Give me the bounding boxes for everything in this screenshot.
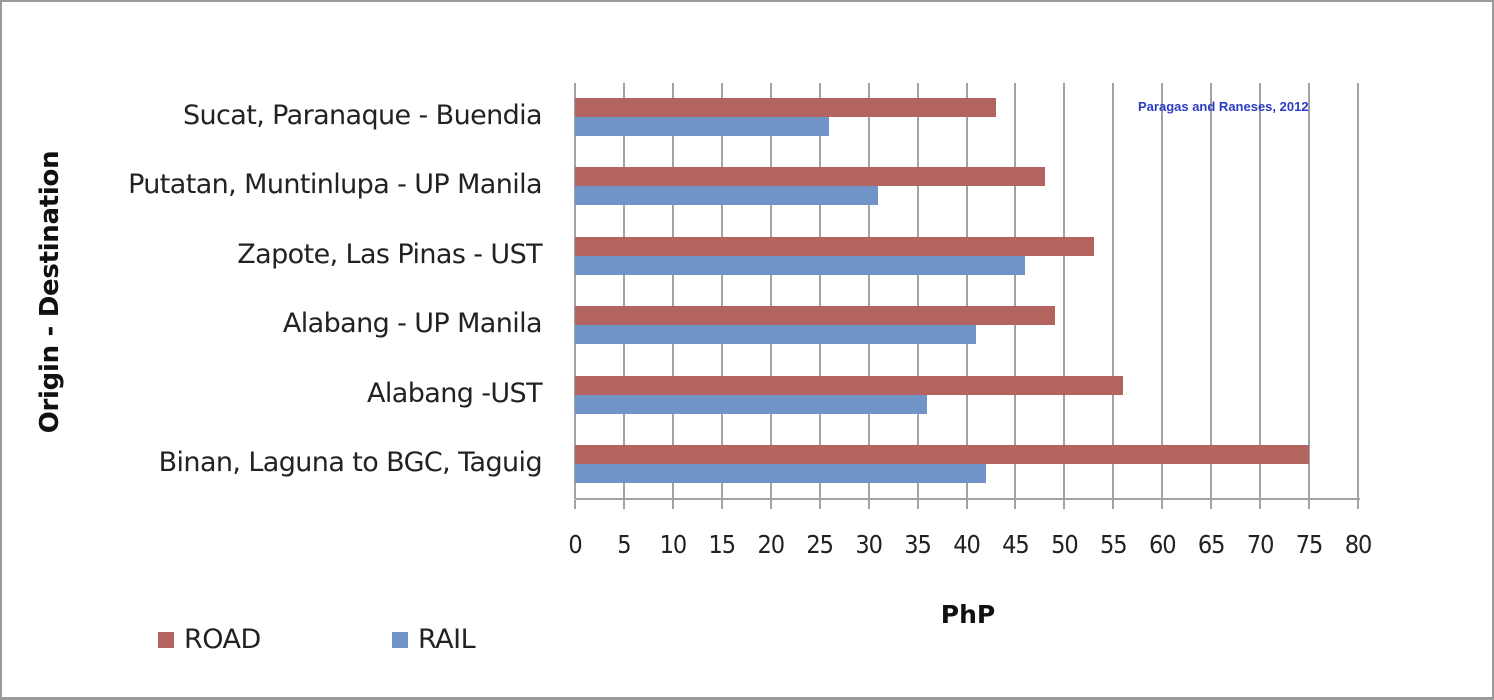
x-tick-label: 70 [1246, 530, 1275, 559]
legend-label-rail: RAIL [418, 624, 476, 655]
category-label: Putatan, Muntinlupa - UP Manila [128, 169, 543, 201]
x-tick [1357, 500, 1359, 509]
x-tick [1210, 500, 1213, 509]
bar-road [575, 236, 1094, 256]
x-tick-label: 35 [904, 530, 932, 559]
x-tick [769, 500, 772, 509]
gridline [1308, 83, 1311, 499]
gridline [574, 83, 576, 499]
x-tick-label: 55 [1100, 530, 1128, 559]
x-tick-label: 40 [953, 530, 981, 559]
legend-swatch-rail [392, 631, 408, 648]
x-tick [965, 500, 968, 509]
x-tick-label: 60 [1148, 530, 1177, 559]
category-label: Zapote, Las Pinas - UST [237, 238, 542, 270]
x-tick-label: 15 [708, 530, 737, 559]
bar-rail [575, 325, 977, 345]
legend-swatch-road [158, 631, 174, 648]
x-tick [574, 500, 576, 509]
x-tick-label: 25 [806, 530, 834, 559]
bar-rail [575, 464, 987, 483]
bar-rail [575, 394, 928, 414]
x-tick [1308, 500, 1311, 509]
gridline [818, 83, 821, 499]
x-tick [1063, 500, 1066, 509]
x-tick-label: 0 [568, 530, 582, 559]
category-label: Alabang -UST [367, 377, 543, 409]
bar-rail [575, 186, 879, 206]
x-tick-label: 30 [855, 530, 883, 559]
source-annotation: Paragas and Raneses, 2012 [1138, 99, 1309, 114]
gridline [1259, 83, 1262, 499]
bar-road [575, 167, 1045, 187]
x-tick-label: 45 [1002, 530, 1030, 559]
gridline [1014, 83, 1017, 499]
bar-road [575, 375, 1124, 395]
gridline [671, 83, 674, 499]
x-tick-label: 50 [1051, 530, 1079, 559]
gridline [1063, 83, 1066, 499]
x-tick [1112, 500, 1115, 509]
gridline [1161, 83, 1164, 499]
y-axis-title: Origin - Destination [35, 150, 65, 434]
x-tick-label: 80 [1344, 530, 1373, 559]
gridline [965, 83, 968, 499]
gridline [1357, 83, 1359, 499]
gridline [916, 83, 919, 499]
bar-road [575, 98, 996, 117]
x-tick-label: 75 [1295, 530, 1324, 559]
x-tick [720, 500, 723, 509]
legend-item-rail: RAIL [392, 624, 476, 655]
gridline [720, 83, 723, 499]
x-axis-title: PhP [940, 600, 996, 629]
bar-rail [575, 255, 1026, 275]
gridline [769, 83, 772, 499]
x-tick [916, 500, 919, 509]
x-tick-label: 20 [757, 530, 785, 559]
legend-label-road: ROAD [184, 624, 261, 655]
plot-area [574, 83, 1359, 499]
category-label: Sucat, Paranaque - Buendia [182, 100, 543, 131]
x-tick [818, 500, 821, 509]
bar-rail [575, 117, 830, 136]
x-tick [867, 500, 870, 509]
x-tick [1014, 500, 1017, 509]
legend-item-road: ROAD [158, 624, 261, 655]
x-tick [622, 500, 625, 509]
x-axis-line [575, 498, 1360, 500]
x-tick [1161, 500, 1164, 509]
bar-road [575, 306, 1055, 326]
gridline [867, 83, 870, 499]
x-tick-label: 10 [659, 530, 688, 559]
category-label: Alabang - UP Manila [282, 308, 543, 340]
x-tick [671, 500, 674, 509]
bar-road [575, 445, 1310, 464]
category-label: Binan, Laguna to BGC, Taguig [158, 447, 543, 478]
x-tick-label: 65 [1197, 530, 1226, 559]
gridline [1210, 83, 1213, 499]
gridline [622, 83, 625, 499]
gridline [1112, 83, 1115, 499]
x-tick [1259, 500, 1262, 509]
x-tick-label: 5 [617, 530, 631, 559]
